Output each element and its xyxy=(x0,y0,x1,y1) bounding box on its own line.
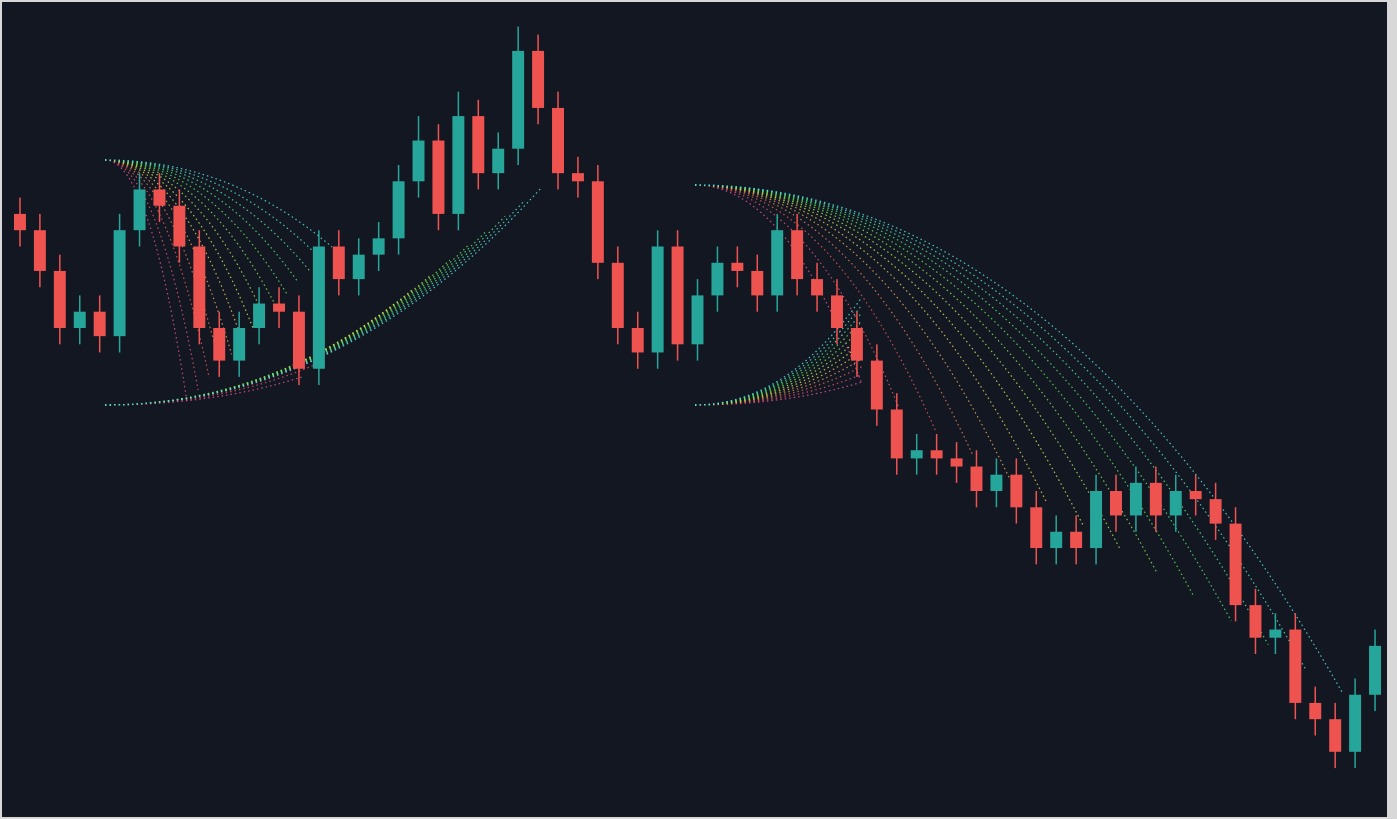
fan-curve xyxy=(104,288,414,406)
candle-body xyxy=(950,458,963,467)
candle-body xyxy=(1309,702,1322,720)
candle-body xyxy=(93,311,106,337)
fan-curve xyxy=(694,184,1011,480)
candle-body xyxy=(1349,694,1362,752)
fan-curve xyxy=(104,245,469,406)
candle-body xyxy=(1369,645,1382,695)
candle-body xyxy=(1110,491,1122,516)
candle-body xyxy=(1030,507,1043,549)
candle-body xyxy=(73,311,86,328)
fan-curve xyxy=(694,184,1269,645)
candle-body xyxy=(1129,482,1142,516)
candle-body xyxy=(492,148,505,174)
candle-body xyxy=(1070,531,1083,549)
candle-body xyxy=(631,328,644,353)
candle-body xyxy=(273,303,285,312)
candle-body xyxy=(751,270,764,296)
candle-body xyxy=(213,328,226,361)
fan-curve xyxy=(694,296,863,406)
candle-body xyxy=(791,230,804,280)
fan-curve xyxy=(104,159,233,355)
candle-body xyxy=(332,246,345,280)
candle-body xyxy=(1050,531,1063,549)
fan-curve xyxy=(694,184,937,432)
fan-overlay xyxy=(104,159,1343,693)
candle-body xyxy=(452,116,465,214)
candle-body xyxy=(113,230,126,337)
candle-body xyxy=(432,140,445,214)
fan-curve xyxy=(104,376,303,406)
candle-body xyxy=(552,107,564,174)
candle-body xyxy=(970,466,983,491)
candle-body xyxy=(292,311,305,369)
candle-body xyxy=(611,262,624,328)
candle-body xyxy=(771,230,784,296)
fan-curve xyxy=(694,319,863,406)
candle-body xyxy=(153,189,166,206)
candle-body xyxy=(312,246,325,369)
candle-body xyxy=(1329,719,1342,752)
candle-body xyxy=(512,50,525,149)
fan-curve xyxy=(694,184,974,456)
fan-curve xyxy=(694,184,1195,598)
candle-body xyxy=(412,140,425,182)
candle-body xyxy=(910,450,923,459)
candle-body xyxy=(1169,491,1182,516)
candle-body xyxy=(392,181,405,239)
candle-body xyxy=(990,474,1003,491)
candle-body xyxy=(173,205,186,247)
candle-body xyxy=(1090,491,1103,549)
fan-curve xyxy=(694,184,1048,503)
candle-body xyxy=(930,450,943,459)
candle-body xyxy=(571,173,584,182)
fan-curve xyxy=(694,184,1158,574)
candle-body xyxy=(33,230,46,271)
candle-body xyxy=(870,360,883,410)
candle-body xyxy=(233,328,246,361)
candles xyxy=(13,26,1382,769)
candle-body xyxy=(1149,482,1162,516)
candle-body xyxy=(253,303,266,328)
candle-body xyxy=(711,262,724,296)
candle-body xyxy=(472,116,485,174)
candle-body xyxy=(1189,491,1202,500)
fan-curve xyxy=(104,201,524,406)
candle-body xyxy=(1289,629,1302,703)
candle-body xyxy=(53,270,66,328)
candle-body xyxy=(671,246,684,345)
fan-curve xyxy=(104,159,199,391)
fan-curve xyxy=(694,327,863,406)
candle-body xyxy=(13,213,26,231)
candle-body xyxy=(691,295,704,345)
candle-body xyxy=(532,50,545,108)
candle-body xyxy=(1010,474,1023,508)
fan-curve xyxy=(104,159,266,319)
candle-body xyxy=(1229,523,1242,606)
candle-body xyxy=(133,189,146,231)
candle-body xyxy=(811,279,824,296)
candle-body xyxy=(1209,499,1222,524)
candle-body xyxy=(352,254,365,280)
fan-curve xyxy=(694,184,1085,527)
fan-curve xyxy=(104,159,288,296)
candle-body xyxy=(890,409,903,459)
candle-body xyxy=(591,181,604,263)
candle-body xyxy=(193,246,206,328)
fan-curve xyxy=(104,361,321,406)
candle-body xyxy=(651,246,664,353)
candle-body xyxy=(831,295,843,328)
candle-body xyxy=(1249,605,1262,638)
candle-body xyxy=(850,328,863,361)
fan-curve xyxy=(694,184,1343,693)
fan-curve xyxy=(694,342,863,406)
candle-body xyxy=(1269,629,1282,638)
candle-body xyxy=(372,238,385,255)
candle-body xyxy=(731,262,744,271)
fan-curve xyxy=(104,159,333,248)
